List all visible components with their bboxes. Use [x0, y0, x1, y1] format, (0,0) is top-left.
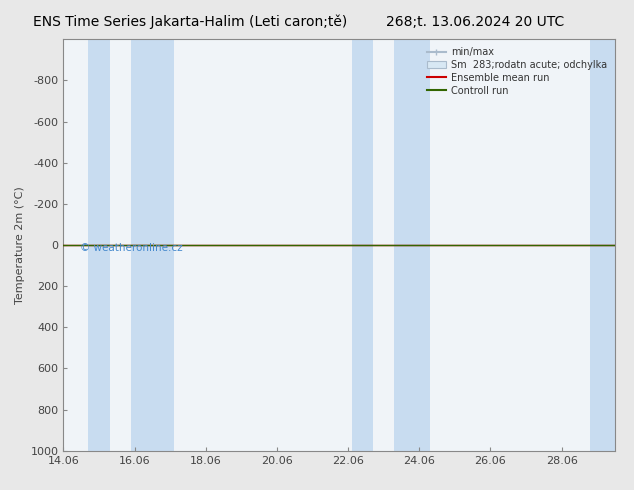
Text: ENS Time Series Jakarta-Halim (Leti caron;tě): ENS Time Series Jakarta-Halim (Leti caro… — [33, 15, 347, 29]
Bar — [352, 39, 373, 451]
Bar — [590, 39, 615, 451]
Bar — [394, 39, 430, 451]
Bar — [88, 39, 110, 451]
Legend: min/max, Sm  283;rodatn acute; odchylka, Ensemble mean run, Controll run: min/max, Sm 283;rodatn acute; odchylka, … — [424, 44, 610, 98]
Bar — [131, 39, 174, 451]
Text: © weatheronline.cz: © weatheronline.cz — [80, 243, 183, 253]
Y-axis label: Temperature 2m (°C): Temperature 2m (°C) — [15, 186, 25, 304]
Text: 268;t. 13.06.2024 20 UTC: 268;t. 13.06.2024 20 UTC — [386, 15, 565, 29]
